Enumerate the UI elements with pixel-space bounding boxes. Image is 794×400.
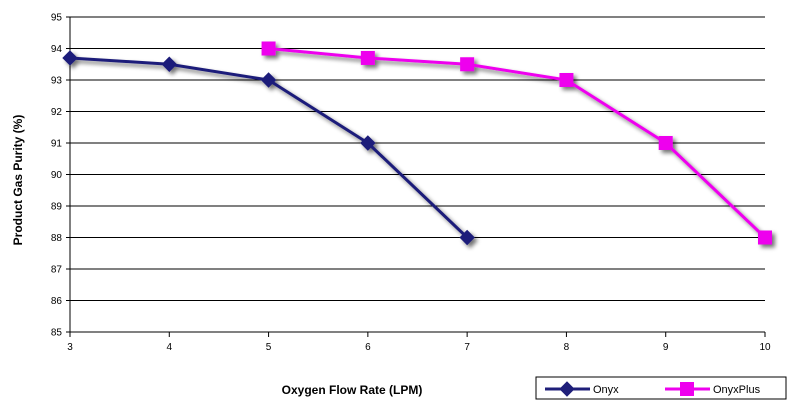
y-tick-label-85: 85	[51, 328, 63, 339]
x-tick-label-5: 5	[266, 342, 272, 353]
data-point-onyxplus-6	[360, 50, 375, 65]
y-axis-title: Product Gas Purity (%)	[11, 115, 25, 246]
series-lines	[62, 41, 772, 246]
legend: Onyx OnyxPlus	[535, 376, 787, 400]
legend-box	[535, 376, 787, 400]
y-tick-label-91: 91	[51, 139, 63, 150]
data-point-onyxplus-8	[559, 73, 574, 87]
y-tick-label-89: 89	[51, 202, 63, 213]
y-tick-label-86: 86	[51, 296, 63, 307]
data-point-onyx-6	[360, 135, 376, 151]
y-tick-label-90: 90	[51, 170, 63, 181]
y-tick-label-95: 95	[51, 13, 63, 24]
data-point-onyxplus-5	[261, 41, 276, 56]
x-tick-label-7: 7	[464, 342, 470, 353]
x-tick-label-10: 10	[759, 342, 771, 353]
data-point-onyxplus-9	[658, 136, 673, 150]
legend-label-onyx: Onyx	[593, 384, 619, 396]
series-line-onyxplus	[268, 47, 767, 239]
x-tick-label-9: 9	[663, 342, 669, 353]
y-tick-label-93: 93	[51, 76, 63, 87]
y-tick-label-88: 88	[51, 233, 63, 244]
data-point-onyxplus-7	[460, 57, 475, 72]
legend-marker-onyxplus	[680, 382, 694, 396]
x-tick-label-3: 3	[67, 342, 73, 353]
x-tick-label-4: 4	[167, 342, 173, 353]
y-tick-label-92: 92	[51, 107, 63, 118]
data-point-onyxplus-10	[758, 230, 772, 245]
y-tick-label-87: 87	[51, 265, 63, 276]
legend-marker-onyx	[559, 381, 575, 397]
x-tick-labels: 3 4 5 6 7 8 9 10	[67, 342, 771, 353]
y-tick-labels: 85 86 87 88 89 90 91 92 93 94 95	[51, 13, 63, 339]
data-point-onyx-4	[161, 56, 177, 72]
y-tick-label-94: 94	[51, 44, 63, 55]
data-point-onyx-5	[260, 72, 277, 88]
gridlines	[70, 16, 765, 333]
x-tick-label-8: 8	[564, 342, 570, 353]
data-point-onyx-3	[62, 50, 78, 66]
axes	[66, 16, 766, 337]
x-axis-title: Oxygen Flow Rate (LPM)	[282, 383, 423, 397]
legend-label-onyxplus: OnyxPlus	[713, 384, 761, 396]
x-tick-label-6: 6	[365, 342, 371, 353]
data-point-onyx-7	[459, 229, 475, 246]
